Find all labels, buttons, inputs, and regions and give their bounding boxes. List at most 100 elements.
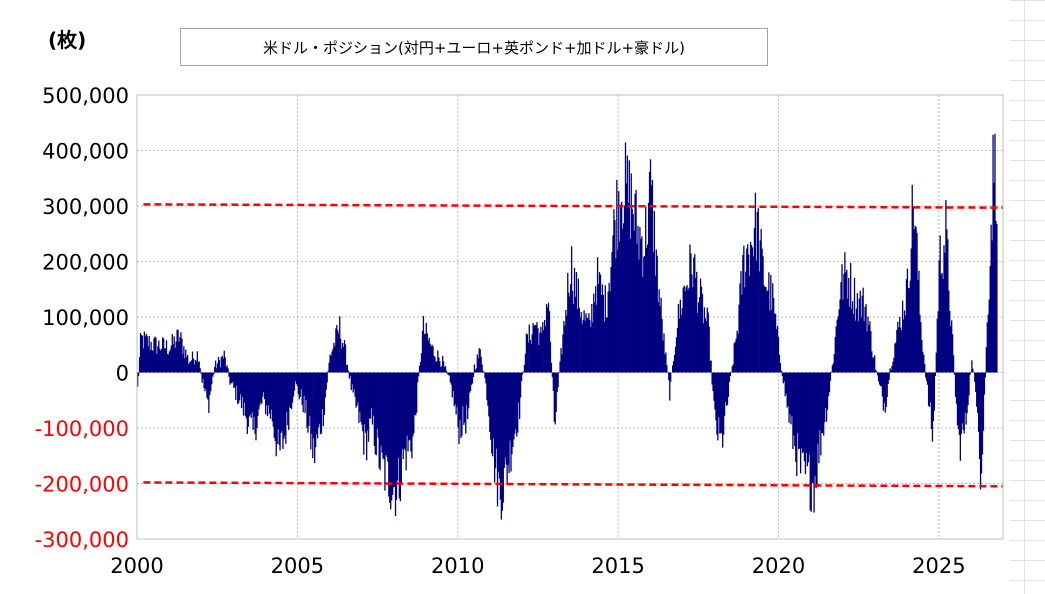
data-bar [891,365,893,373]
data-bar [435,361,437,373]
data-bar [454,372,456,405]
data-bar [270,372,273,410]
data-bar [456,372,458,408]
data-bar [313,372,315,439]
data-bar [532,323,534,373]
data-bar [429,343,431,373]
data-bar [683,285,685,373]
data-bar [951,320,953,373]
data-bar [405,372,407,471]
data-bar [192,358,195,373]
data-bar [561,354,563,373]
data-bar [548,311,551,373]
data-bar [433,355,435,373]
data-bar [364,372,366,425]
data-bar [976,372,978,407]
data-bar [534,324,536,373]
data-bar [511,372,513,455]
data-bar [271,372,274,422]
data-bar [895,342,897,373]
data-bar [152,350,154,373]
data-bar [773,298,775,373]
data-bar [725,372,728,406]
data-bar [576,309,579,373]
data-bar [451,372,453,398]
data-bar [239,372,241,401]
data-bar [983,372,986,395]
data-bar [601,284,604,373]
y-tick-label: 500,000 [42,84,129,108]
data-bar [988,299,990,373]
data-bar [873,357,875,373]
data-bar [995,220,997,373]
data-bar [515,372,517,430]
data-bar [268,372,271,414]
data-bar [989,266,991,373]
data-bar [802,372,805,452]
data-bar [820,372,822,456]
x-tick-label: 2010 [431,554,484,578]
data-bar [432,346,434,373]
data-bar [903,310,906,373]
data-bar [636,243,638,373]
data-bar [796,372,798,476]
data-bar [819,372,821,431]
data-bar [863,321,865,373]
data-bar [887,372,889,384]
data-bar [578,307,580,373]
data-bar [749,241,752,373]
data-bar [336,325,338,373]
data-bar [979,372,982,490]
data-bar [687,289,689,373]
data-bar [607,291,609,373]
data-bar [175,341,177,373]
reference-line [143,481,1004,488]
data-bar [360,372,362,422]
data-bar [900,327,902,373]
data-bar [593,293,595,373]
data-bar [736,330,738,373]
data-bar [996,224,998,373]
data-bar [417,372,420,377]
data-bar [348,372,350,379]
x-axis-ticks: 2000 2005 2010 2015 2020 2025 [110,554,965,578]
data-bar [953,372,956,375]
data-bar [212,372,214,377]
data-bar [831,365,834,373]
data-bar [813,372,815,513]
data-bar [530,343,532,373]
data-bar [967,372,969,406]
data-bar [463,372,465,425]
data-bar [399,372,401,502]
data-bar [834,336,836,373]
data-bar [238,372,240,403]
data-bar [521,372,524,375]
data-bar [730,371,732,373]
data-bar [296,372,299,387]
data-bar [605,317,607,373]
data-bar [187,354,189,373]
data-bar [427,340,429,373]
data-bar [628,160,630,373]
data-bar [618,191,620,373]
data-bar [284,372,286,436]
data-bar [804,372,807,475]
data-bar [479,349,481,373]
data-bar [538,345,540,373]
data-bar [460,372,462,439]
data-bar [490,372,492,440]
data-bar [824,372,827,408]
data-bar [330,355,332,373]
data-bar [341,342,344,373]
data-bar [358,372,360,423]
data-bar [439,361,441,373]
data-bar [763,285,765,373]
data-bar [265,372,268,406]
data-bar [697,312,699,373]
data-bar [570,284,572,373]
data-bar [757,208,759,373]
data-bar [923,354,925,373]
data-bar [448,372,451,376]
data-bar [434,357,436,373]
data-bar [333,342,335,373]
